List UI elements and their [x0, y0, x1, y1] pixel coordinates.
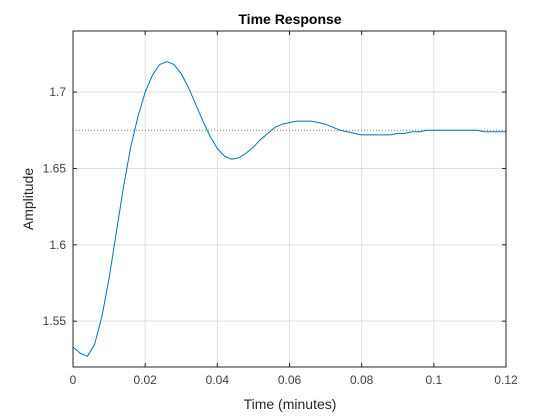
- x-tick-label-6: 0.12: [494, 373, 518, 387]
- chart-title: Time Response: [238, 11, 341, 27]
- x-tick-label-0: 0: [70, 373, 77, 387]
- x-tick-label-4: 0.08: [350, 373, 374, 387]
- series-line-amplitude: [72, 61, 506, 357]
- x-tick-label-2: 0.04: [206, 373, 230, 387]
- x-axis-label: Time (minutes): [244, 396, 337, 412]
- y-tick-label-1: 1.6: [49, 238, 66, 252]
- y-axis-label: Amplitude: [20, 168, 36, 230]
- tick-layer: 0 0.02 0.04 0.06 0.08 0.1 0.12 1.55 1.6 1.65 1.7: [43, 31, 518, 387]
- x-tick-label-1: 0.02: [133, 373, 157, 387]
- y-tick-label-2: 1.65: [43, 161, 67, 175]
- y-tick-label-3: 1.7: [49, 85, 66, 99]
- grid-layer: [72, 31, 507, 367]
- x-tick-label-5: 0.1: [425, 373, 442, 387]
- x-tick-label-3: 0.06: [278, 373, 302, 387]
- y-tick-label-0: 1.55: [43, 314, 67, 328]
